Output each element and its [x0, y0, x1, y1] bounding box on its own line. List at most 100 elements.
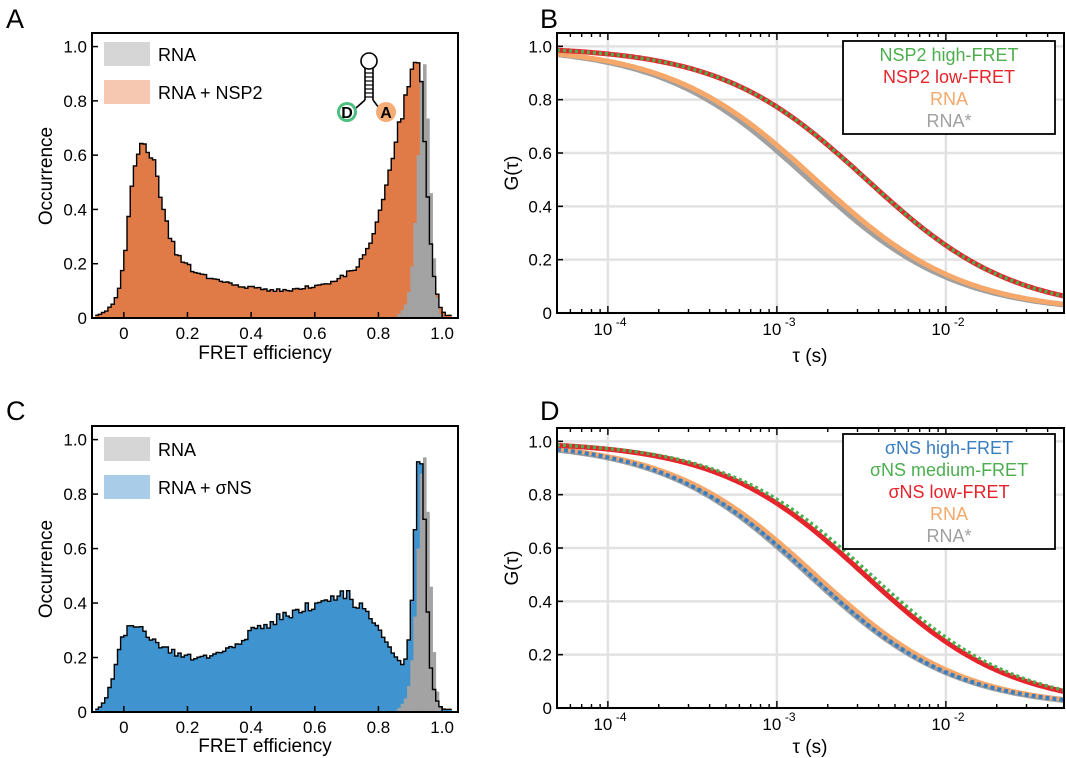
y-axis-label-b: G(τ)	[502, 156, 523, 191]
hist-bar-rna-ns	[193, 658, 198, 712]
hist-bar-rna	[403, 304, 408, 318]
hist-bar-rna-ns	[286, 616, 290, 712]
plot-frame-c	[91, 425, 459, 713]
y-tick-label: 1.0	[63, 431, 87, 450]
hist-bar-rna-ns	[378, 630, 383, 712]
y-tick-label: 0.6	[63, 146, 87, 165]
curve--ns-high-fret	[556, 447, 1065, 702]
hist-bar-rna-ns	[337, 596, 341, 712]
hist-bar-rna-nsp2	[407, 86, 411, 318]
hist-bar-rna-ns	[209, 655, 214, 712]
y-tick-label: 0.4	[63, 200, 87, 219]
hist-bar-rna-ns	[305, 602, 309, 712]
hist-bar-rna	[438, 313, 443, 318]
hist-bar-rna-ns	[400, 664, 405, 712]
y-tick-label: 0.6	[528, 144, 552, 163]
hist-bar-rna-nsp2	[279, 291, 284, 318]
hist-bar-rna-nsp2	[410, 69, 414, 318]
hist-bar-rna-ns	[203, 655, 207, 712]
hist-bar-rna-ns	[403, 659, 408, 712]
hist-bar-rna-nsp2	[321, 284, 325, 318]
hist-bar-rna-ns	[317, 602, 322, 712]
y-axis-label-c: Occurrence	[36, 520, 57, 618]
hist-bar-rna-nsp2	[190, 271, 195, 318]
rna-hairpin-icon: D A	[337, 52, 396, 122]
y-tick-label: 1.0	[63, 38, 87, 57]
panel-label-a: A	[6, 4, 24, 34]
hist-bar-rna-ns	[200, 656, 204, 712]
hist-bar-rna-nsp2	[162, 209, 166, 318]
curve-nsp2-high-fret	[556, 48, 1065, 298]
hist-bar-rna-ns	[349, 599, 354, 712]
hist-bar-rna-ns	[448, 709, 453, 712]
x-tick-label: 10	[593, 715, 612, 734]
legend-label-nsp2-low-fret: NSP2 low-FRET	[883, 67, 1015, 87]
hist-bar-rna-ns	[362, 608, 367, 712]
curve-rna	[556, 51, 1065, 307]
hist-bar-rna-nsp2	[400, 118, 405, 318]
y-tick-label: 0.4	[528, 592, 552, 611]
x-tick-label: 10	[931, 320, 950, 339]
hist-bar-rna-nsp2	[324, 283, 328, 318]
hist-bar-rna-ns	[308, 610, 312, 712]
y-tick-label: 0.8	[528, 91, 552, 110]
hist-outline	[95, 461, 452, 711]
y-axis-label-d: G(τ)	[502, 551, 523, 586]
y-tick-label: 1.0	[528, 432, 552, 451]
x-tick-exponent: -2	[954, 710, 965, 724]
hist-bar-rna-ns	[352, 607, 357, 712]
hist-bar-rna	[416, 155, 421, 318]
hist-bar-rna-ns	[152, 639, 157, 712]
histogram-bars-c	[95, 457, 453, 712]
x-tick-exponent: -4	[616, 315, 627, 329]
plot-frame-d	[556, 427, 1065, 709]
hist-bar-rna-nsp2	[442, 312, 446, 318]
hist-bar-rna-ns	[98, 707, 102, 712]
hist-bar-rna-ns	[123, 635, 128, 712]
x-axis-label-d: τ (s)	[793, 737, 828, 758]
hist-bar-rna-nsp2	[333, 281, 338, 318]
donor-letter: D	[341, 105, 353, 122]
hist-bar-rna-nsp2	[349, 270, 354, 318]
hist-bar-rna-ns	[165, 647, 169, 712]
hist-bar-rna-ns	[292, 610, 297, 712]
hist-bar-rna	[435, 297, 440, 318]
hist-bar-rna-nsp2	[174, 254, 179, 318]
hist-bar-rna-ns	[330, 595, 335, 712]
hist-bar-rna-nsp2	[298, 289, 303, 318]
hist-bar-rna-nsp2	[203, 274, 207, 318]
hist-bar-rna-nsp2	[356, 266, 360, 318]
hist-bar-rna-nsp2	[340, 275, 344, 318]
hist-bar-rna	[432, 652, 437, 712]
hist-bar-rna-nsp2	[171, 241, 176, 318]
hist-bar-rna-nsp2	[212, 278, 217, 318]
hist-bar-rna	[422, 64, 427, 319]
hist-bar-rna-nsp2	[232, 285, 236, 318]
hist-bar-rna-ns	[394, 656, 398, 712]
histogram-bars-a	[95, 61, 453, 319]
hist-bar-rna-ns	[295, 609, 300, 712]
hist-bar-rna-nsp2	[289, 290, 293, 318]
plot-frame-a	[91, 32, 459, 319]
hist-bar-rna-nsp2	[305, 285, 309, 318]
y-tick-label: 0.2	[63, 649, 87, 668]
hist-bar-rna-ns	[445, 709, 449, 712]
acceptor-letter: A	[380, 105, 392, 122]
hist-bar-rna-nsp2	[368, 243, 373, 318]
hist-bar-rna-nsp2	[391, 158, 395, 318]
x-tick-label: 0.6	[303, 324, 327, 343]
hist-bar-rna	[429, 586, 433, 712]
hist-bar-rna-nsp2	[387, 170, 392, 318]
hist-bar-rna-nsp2	[206, 278, 211, 318]
hist-bar-rna	[419, 473, 424, 712]
plot-frame-b	[556, 32, 1065, 314]
hist-bar-rna-ns	[181, 657, 185, 712]
axis-ticks-b: 10 -4 10 -3 10 -2 0 0.2 0.4 0.6 0.8 1.0	[528, 33, 1065, 339]
hist-bar-rna-nsp2	[165, 220, 169, 318]
hist-bar-rna-nsp2	[403, 94, 408, 318]
hist-bar-rna-nsp2	[120, 270, 125, 318]
hist-bar-rna-nsp2	[219, 281, 223, 318]
legend-box-d	[842, 433, 1056, 550]
hist-bar-rna-ns	[267, 628, 271, 712]
hist-bar-rna-nsp2	[139, 143, 144, 318]
